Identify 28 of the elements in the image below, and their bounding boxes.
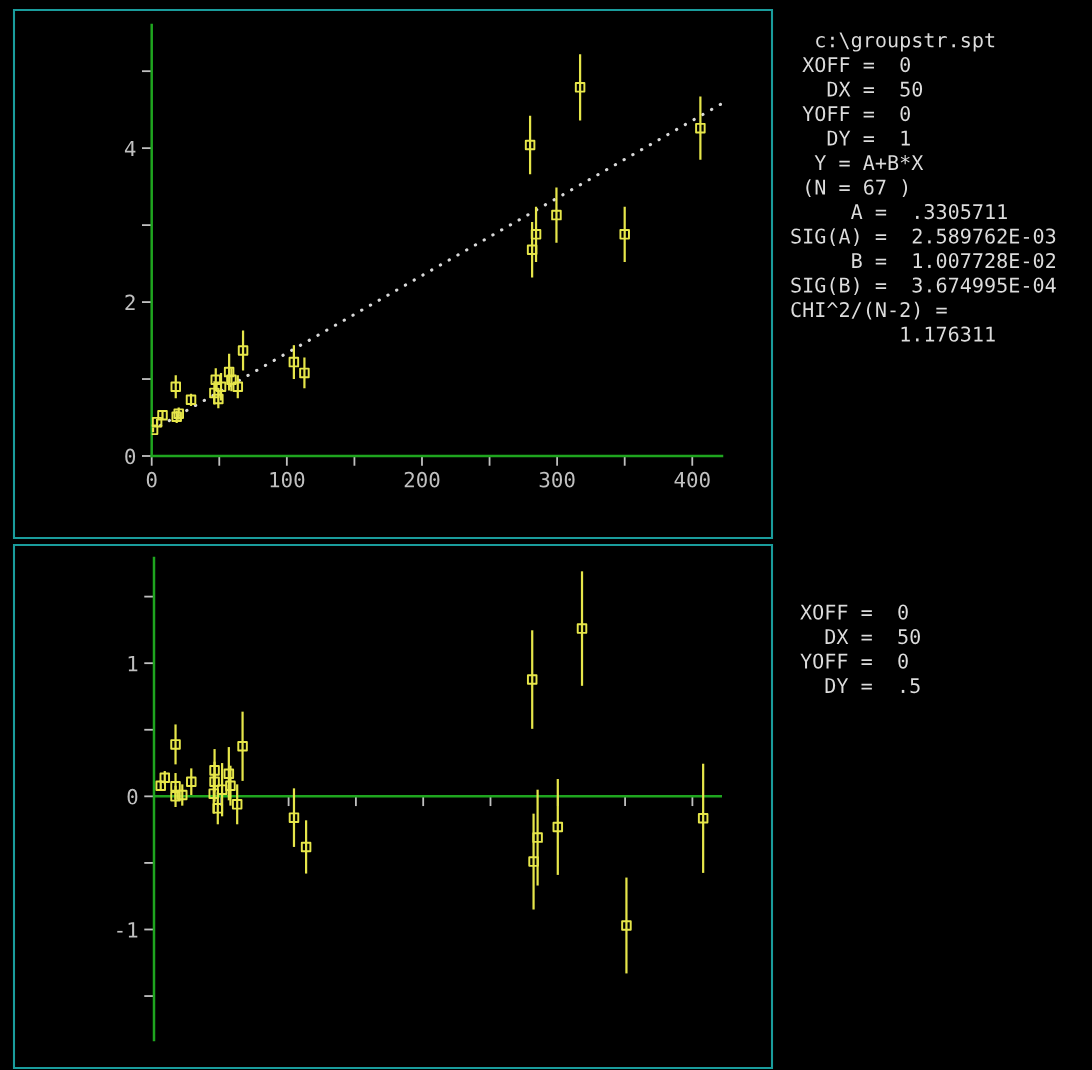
text: SIG(A) = 2.589762E-03	[791, 228, 1056, 247]
y-tick-label: 4	[124, 140, 136, 157]
text: c:\groupstr.spt	[816, 32, 995, 52]
x-tick-label: 400	[674, 471, 710, 488]
text: A = .3305711	[850, 203, 1007, 220]
text: 1.176311	[901, 326, 995, 342]
text: SIG(B) = 3.674995E-04	[791, 277, 1056, 296]
text: Y = A+B*X	[814, 154, 924, 170]
text: XOFF = 0	[800, 604, 908, 620]
y-tick-label: 1	[128, 655, 138, 672]
text: DY = 1	[827, 130, 910, 146]
text: CHI^2/(N-2) =	[791, 301, 947, 320]
text: DY = .5	[825, 678, 920, 694]
text: XOFF = 0	[802, 56, 910, 73]
text: YOFF = 0	[800, 653, 908, 669]
x-tick-label: 0	[146, 471, 157, 488]
y-tick-label: 2	[125, 294, 135, 311]
y-tick-label: 0	[125, 448, 136, 465]
text: YOFF = 0	[802, 105, 910, 122]
y-tick-label: 0	[127, 788, 138, 805]
text: DX = 50	[827, 81, 923, 97]
text: DX = 50	[825, 628, 920, 645]
x-tick-label: 100	[270, 471, 305, 488]
x-tick-label: 200	[404, 471, 440, 488]
y-tick-label: -1	[117, 922, 138, 938]
text: (N = 67 )	[806, 179, 908, 198]
text: B = 1.007728E-02	[852, 252, 1056, 269]
x-tick-label: 300	[539, 471, 575, 488]
